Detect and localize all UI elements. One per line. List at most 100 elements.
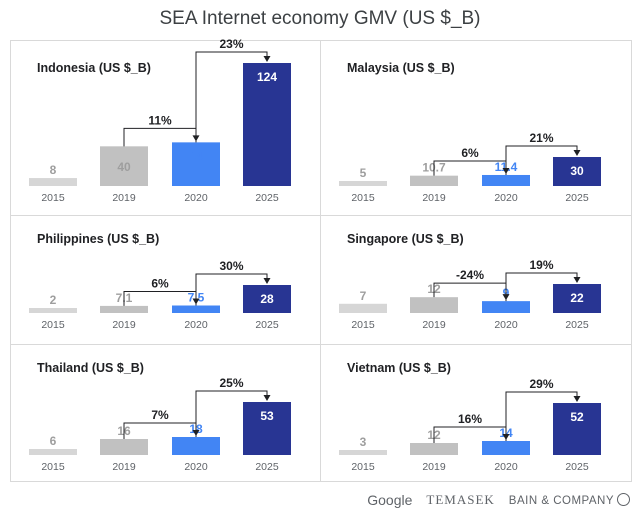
year-label: 2015 — [41, 319, 65, 331]
bar-2025 — [243, 402, 291, 455]
year-label: 2015 — [41, 192, 65, 204]
bar-2019 — [100, 305, 148, 313]
year-label: 2019 — [422, 192, 446, 204]
chart-4: Thailand (US $_B)20156201916202018202553… — [29, 361, 291, 473]
chart-3: Singapore (US $_B)2015720191220209202522… — [339, 232, 601, 331]
value-label: 44 — [189, 149, 203, 163]
bain-mark-icon — [617, 493, 630, 506]
arrow-icon — [263, 395, 271, 401]
growth-bracket — [433, 426, 507, 443]
year-label: 2019 — [112, 192, 136, 204]
bar-2015 — [29, 178, 77, 186]
bar-2025 — [553, 284, 601, 313]
arrow-icon — [263, 56, 271, 62]
arrow-icon — [573, 396, 581, 402]
bar-2020 — [482, 174, 530, 186]
value-label: 53 — [260, 409, 274, 423]
growth-label: 16% — [458, 412, 482, 426]
value-label: 40 — [117, 160, 131, 174]
year-label: 2020 — [494, 192, 518, 204]
chart-0: Indonesia (US $_B) 2015 8 2019 40 2020 44 2025 1… — [29, 37, 291, 204]
growth-label: 21% — [529, 131, 553, 145]
year-label: 2019 — [422, 319, 446, 331]
year-label: 2019 — [112, 319, 136, 331]
growth-label: 6% — [151, 277, 169, 291]
chart-label: Philippines (US $_B) — [37, 232, 159, 246]
bar-2020 — [172, 305, 220, 313]
growth-label: 6% — [461, 146, 479, 160]
value-label: 2 — [50, 293, 57, 307]
year-label: 2015 — [351, 461, 375, 473]
value-label: 30 — [570, 164, 584, 178]
year-label: 2015 — [41, 461, 65, 473]
bar-2019 — [410, 297, 458, 313]
bar-2025 — [553, 403, 601, 455]
bar-2019 — [100, 439, 148, 455]
bar-2019 — [410, 443, 458, 455]
chart-label: Vietnam (US $_B) — [347, 361, 451, 375]
growth-label: 30% — [219, 259, 243, 273]
grid-divider-horizontal-1 — [10, 215, 632, 216]
footer-logos: Google TEMASEK BAIN & COMPANY — [367, 492, 630, 508]
value-label: 28 — [260, 292, 274, 306]
year-label: 2020 — [494, 461, 518, 473]
chart-5: Vietnam (US $_B)201532019122020142025521… — [339, 361, 601, 473]
chart-title: SEA Internet economy GMV (US $_B) — [159, 8, 481, 29]
year-label: 2019 — [112, 461, 136, 473]
charts-canvas: Indonesia (US $_B) 2015 8 2019 40 2020 44 2025 1… — [29, 37, 601, 473]
bar-2025 — [243, 285, 291, 313]
year-label: 2025 — [255, 461, 279, 473]
chart-label: Indonesia (US $_B) — [37, 61, 151, 75]
year-label: 2020 — [184, 319, 208, 331]
arrow-icon — [263, 278, 271, 284]
chart-label: Singapore (US $_B) — [347, 232, 464, 246]
year-label: 2020 — [184, 461, 208, 473]
growth-label: 11% — [148, 113, 172, 127]
value-label: 3 — [360, 435, 367, 449]
bar-2019 — [410, 175, 458, 186]
year-label: 2025 — [255, 319, 279, 331]
arrow-icon — [573, 277, 581, 283]
value-label: 8 — [50, 163, 57, 177]
chart-label: Malaysia (US $_B) — [347, 61, 455, 75]
bar-2020 — [482, 301, 530, 313]
value-label: 52 — [570, 410, 584, 424]
bar-2019 — [100, 146, 148, 186]
growth-label: -24% — [456, 268, 484, 282]
bar-2020 — [172, 142, 220, 186]
bar-2025 — [553, 157, 601, 186]
grid-divider-vertical — [320, 40, 321, 482]
bar-2025 — [243, 63, 291, 186]
arrow-icon — [573, 150, 581, 156]
chart-1: Malaysia (US $_B)20155201910.7202011.420… — [339, 61, 601, 204]
bar-2015 — [339, 303, 387, 313]
year-label: 2025 — [255, 192, 279, 204]
growth-bracket — [123, 422, 197, 439]
growth-bracket — [123, 291, 197, 306]
growth-bracket — [433, 282, 507, 300]
year-label: 2025 — [565, 192, 589, 204]
year-label: 2020 — [494, 319, 518, 331]
chart-2: Philippines (US $_B)2015220197.120207.52… — [29, 232, 291, 331]
bar-2020 — [482, 441, 530, 455]
bain-logo: BAIN & COMPANY — [509, 493, 630, 507]
year-label: 2019 — [422, 461, 446, 473]
year-label: 2015 — [351, 192, 375, 204]
growth-label: 23% — [219, 37, 243, 51]
bar-2015 — [339, 181, 387, 186]
panel-grid — [10, 40, 632, 482]
value-label: 22 — [570, 291, 584, 305]
bar-2015 — [339, 450, 387, 455]
growth-label: 25% — [219, 376, 243, 390]
bain-logo-text: BAIN & COMPANY — [508, 495, 614, 507]
year-label: 2015 — [351, 319, 375, 331]
bar-2015 — [29, 449, 77, 455]
chart-label: Thailand (US $_B) — [37, 361, 144, 375]
year-label: 2025 — [565, 319, 589, 331]
temasek-logo: TEMASEK — [426, 492, 495, 507]
value-label: 5 — [360, 166, 367, 180]
value-label: 124 — [257, 70, 277, 84]
growth-label: 7% — [151, 408, 169, 422]
growth-label: 29% — [529, 377, 553, 391]
year-label: 2020 — [184, 192, 208, 204]
